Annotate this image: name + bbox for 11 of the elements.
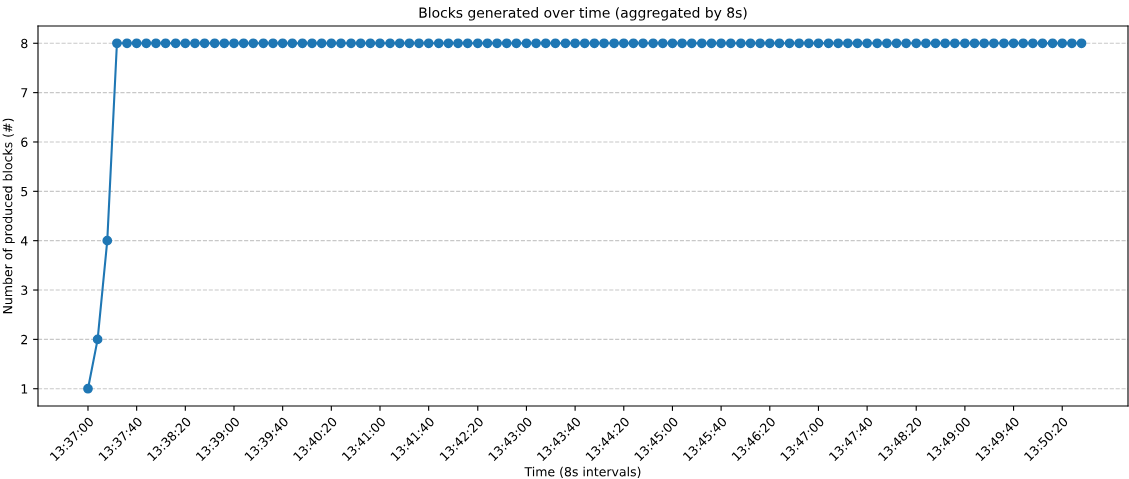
- y-axis-title: Number of produced blocks (#): [2, 118, 15, 314]
- y-tick-label: 8: [21, 38, 28, 49]
- chart-title: Blocks generated over time (aggregated by 8s): [419, 7, 747, 21]
- y-tick-label: 6: [21, 137, 28, 147]
- x-axis-title: Time (8s intervals): [524, 466, 641, 478]
- y-tick-label: 4: [20, 236, 28, 246]
- y-tick-label: 5: [21, 186, 28, 197]
- y-tick-label: 3: [21, 285, 28, 295]
- y-tick-label: 2: [21, 334, 28, 345]
- y-tick-label: 7: [21, 88, 28, 98]
- y-tick-label: 1: [21, 384, 28, 394]
